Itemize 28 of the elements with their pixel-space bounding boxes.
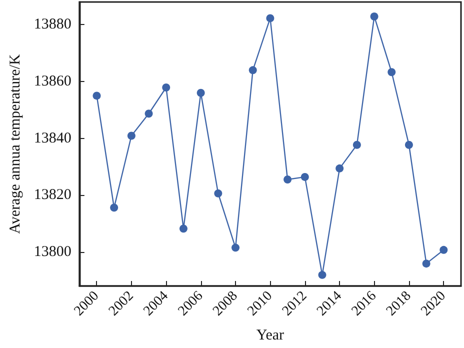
point	[336, 164, 344, 172]
y-tick-label: 13800	[34, 244, 72, 260]
y-axis-title: Average annua temperature/K	[8, 54, 24, 234]
x-axis-title: Year	[256, 328, 284, 344]
point	[422, 260, 430, 268]
point	[404, 140, 413, 149]
point	[214, 189, 222, 198]
point	[92, 92, 101, 100]
y-tick-label: 13860	[34, 74, 72, 90]
point	[162, 83, 170, 92]
point	[388, 68, 396, 76]
point	[127, 132, 136, 140]
point	[352, 140, 361, 149]
point	[110, 204, 118, 212]
point	[144, 110, 153, 118]
point	[179, 224, 188, 233]
y-tick-label: 13840	[34, 130, 72, 146]
point	[284, 176, 292, 184]
point	[440, 246, 448, 254]
point	[318, 270, 326, 279]
y-tick-label: 13820	[34, 187, 72, 204]
point	[300, 172, 309, 181]
point	[248, 66, 257, 74]
y-tick-label: 13880	[34, 16, 72, 33]
point	[196, 88, 205, 97]
point	[266, 14, 274, 22]
point	[370, 12, 378, 20]
point	[232, 244, 240, 252]
